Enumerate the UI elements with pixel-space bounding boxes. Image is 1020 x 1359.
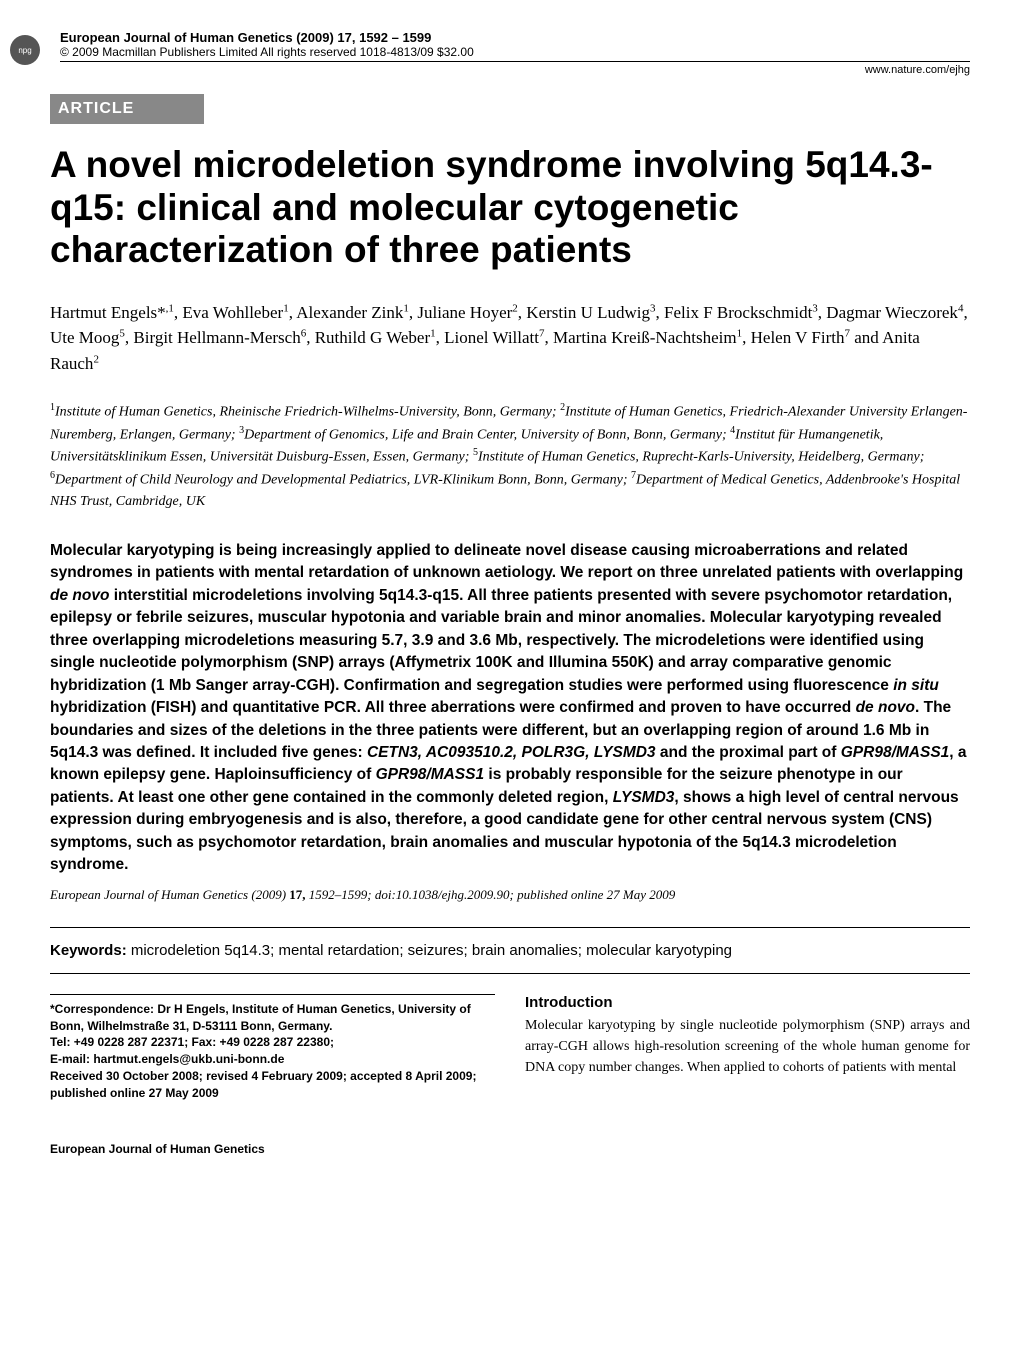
divider xyxy=(50,927,970,928)
abstract-italic: CETN3, AC093510.2, POLR3G, LYSMD3 xyxy=(367,744,656,761)
left-column: *Correspondence: Dr H Engels, Institute … xyxy=(50,994,495,1102)
abstract-italic: LYSMD3 xyxy=(613,789,675,806)
citation-line: European Journal of Human Genetics (2009… xyxy=(50,887,970,903)
footer-journal-name: European Journal of Human Genetics xyxy=(50,1142,970,1156)
abstract-text: hybridization (FISH) and quantitative PC… xyxy=(50,699,856,716)
correspondence-block: *Correspondence: Dr H Engels, Institute … xyxy=(50,994,495,1102)
affil-text: Department of Genomics, Life and Brain C… xyxy=(244,427,730,442)
abstract-italic: de novo xyxy=(856,699,915,716)
correspondence-address: *Correspondence: Dr H Engels, Institute … xyxy=(50,1001,495,1035)
journal-header: European Journal of Human Genetics (2009… xyxy=(60,30,970,76)
keywords-line: Keywords: microdeletion 5q14.3; mental r… xyxy=(50,942,970,959)
keywords-text: microdeletion 5q14.3; mental retardation… xyxy=(127,942,732,959)
author-name: , Eva Wohlleber xyxy=(174,303,283,322)
abstract-italic: de novo xyxy=(50,587,109,604)
introduction-heading: Introduction xyxy=(525,994,970,1011)
abstract-italic: in situ xyxy=(893,677,939,694)
author-name: , Alexander Zink xyxy=(289,303,404,322)
citation-volume: 17, xyxy=(289,887,305,902)
article-title: A novel microdeletion syndrome involving… xyxy=(50,144,970,272)
divider xyxy=(50,973,970,974)
author-affil-sup: 2 xyxy=(93,353,99,365)
author-name: , Birgit Hellmann-Mersch xyxy=(125,328,301,347)
author-name: Hartmut Engels* xyxy=(50,303,166,322)
affil-text: Institute of Human Genetics, Rheinische … xyxy=(55,405,560,420)
abstract-italic: GPR98/MASS1 xyxy=(376,766,485,783)
author-name: , Helen V Firth xyxy=(742,328,844,347)
introduction-body: Molecular karyotyping by single nucleoti… xyxy=(525,1015,970,1078)
journal-citation-line: European Journal of Human Genetics (2009… xyxy=(60,30,970,45)
abstract-italic: GPR98/MASS1 xyxy=(841,744,950,761)
author-name: , Dagmar Wieczorek xyxy=(818,303,958,322)
author-name: , Juliane Hoyer xyxy=(409,303,512,322)
author-name: , Lionel Willatt xyxy=(436,328,539,347)
journal-url: www.nature.com/ejhg xyxy=(60,61,970,76)
copyright-line: © 2009 Macmillan Publishers Limited All … xyxy=(60,45,970,59)
correspondence-dates: Received 30 October 2008; revised 4 Febr… xyxy=(50,1068,495,1102)
abstract-text: interstitial microdeletions involving 5q… xyxy=(50,587,952,694)
npg-logo-text: npg xyxy=(18,46,31,55)
article-type-badge: ARTICLE xyxy=(50,94,204,124)
author-name: , Felix F Brockschmidt xyxy=(656,303,813,322)
author-name: , Kerstin U Ludwig xyxy=(518,303,650,322)
two-column-layout: *Correspondence: Dr H Engels, Institute … xyxy=(50,994,970,1102)
npg-logo: npg xyxy=(10,35,40,65)
right-column: Introduction Molecular karyotyping by si… xyxy=(525,994,970,1102)
citation-pages: 1592–1599; doi:10.1038/ejhg.2009.90; pub… xyxy=(306,887,676,902)
correspondence-phone: Tel: +49 0228 287 22371; Fax: +49 0228 2… xyxy=(50,1034,495,1051)
abstract-text: Molecular karyotyping is being increasin… xyxy=(50,542,963,581)
citation-journal: European Journal of Human Genetics xyxy=(50,887,248,902)
author-name: , Martina Kreiß-Nachtsheim xyxy=(545,328,737,347)
affil-text: Institute of Human Genetics, Ruprecht-Ka… xyxy=(478,450,924,465)
author-affil-sup: ,1 xyxy=(166,302,174,314)
keywords-label: Keywords: xyxy=(50,942,127,959)
author-name: , Ruthild G Weber xyxy=(306,328,430,347)
affil-text: Department of Child Neurology and Develo… xyxy=(55,473,631,488)
correspondence-email: E-mail: hartmut.engels@ukb.uni-bonn.de xyxy=(50,1051,495,1068)
citation-year: (2009) xyxy=(248,887,289,902)
affiliations-block: 1Institute of Human Genetics, Rheinische… xyxy=(50,400,970,512)
authors-list: Hartmut Engels*,1, Eva Wohlleber1, Alexa… xyxy=(50,300,970,377)
abstract-text: and the proximal part of xyxy=(656,744,841,761)
abstract-block: Molecular karyotyping is being increasin… xyxy=(50,540,970,877)
